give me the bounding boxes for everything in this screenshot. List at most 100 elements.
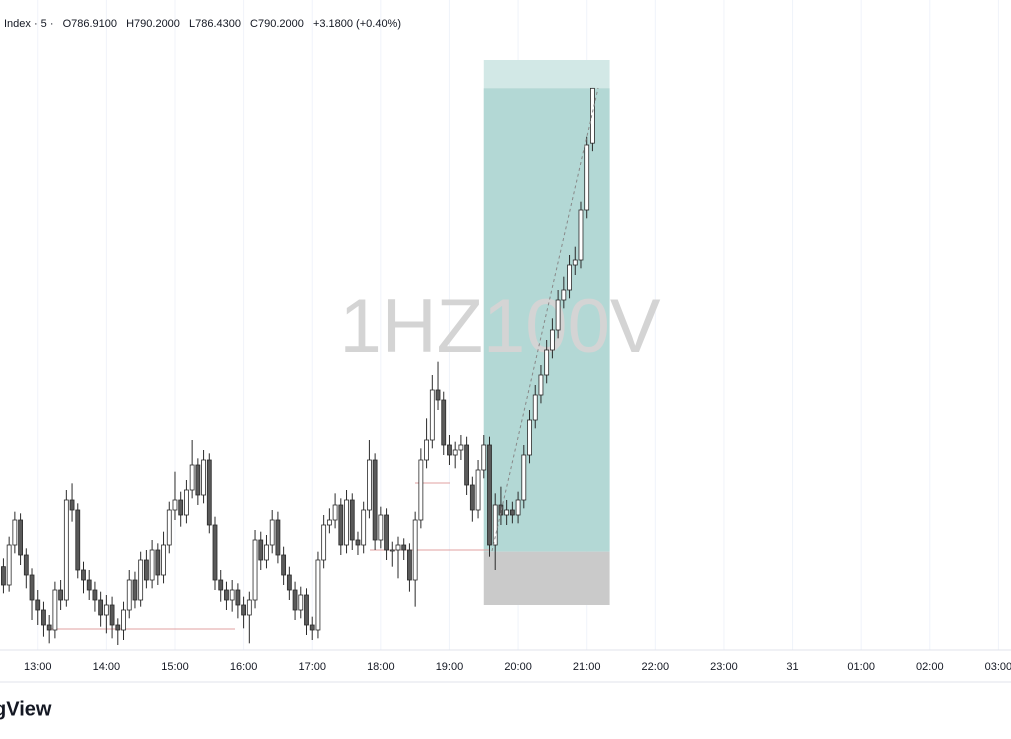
candle-body (86, 579, 92, 591)
candle-body (258, 539, 264, 561)
candle-body (161, 544, 166, 576)
candle-body (269, 519, 275, 546)
candle-body (126, 579, 132, 611)
candle-body (338, 504, 344, 546)
candle-body (201, 459, 206, 496)
candle-body (63, 499, 69, 601)
candle-body (309, 624, 315, 631)
candle-body (509, 509, 515, 516)
candle-body (326, 519, 332, 526)
candle-body (521, 454, 527, 501)
watermark: 1HZ100V (339, 284, 660, 369)
candle-body (481, 444, 487, 471)
candle-body (429, 389, 435, 441)
candle-body (367, 459, 372, 511)
candle-body (138, 559, 144, 601)
x-tick-label: 15:00 (161, 661, 189, 673)
candle-body (229, 589, 235, 601)
candle-body (578, 209, 584, 261)
candle-body (1, 566, 6, 586)
candle-body (132, 579, 138, 601)
candle-body (75, 509, 81, 571)
candle-body (46, 624, 52, 631)
candles (1, 87, 595, 645)
candle-body (206, 459, 212, 526)
candle-body (155, 549, 161, 576)
candle-body (29, 574, 35, 601)
candle-body (561, 289, 567, 301)
candle-body (527, 419, 532, 456)
candle-body (224, 589, 229, 601)
candle-body (246, 599, 252, 616)
candle-body (515, 499, 521, 516)
x-tick-label: 18:00 (367, 661, 395, 673)
header: Index · 5 · O786.9100 H790.2000 L786.430… (4, 18, 401, 30)
candle-body (286, 574, 292, 591)
candle-body (252, 539, 258, 601)
x-tick-label: 19:00 (436, 661, 464, 673)
x-tick-label: 16:00 (230, 661, 258, 673)
x-tick-label: 20:00 (504, 661, 532, 673)
x-tick-label: 21:00 (573, 661, 601, 673)
candle-body (166, 509, 172, 546)
candle-body (81, 569, 86, 581)
candle-body (401, 544, 407, 551)
candle-body (504, 509, 510, 516)
candle-body (264, 544, 269, 561)
x-tick-label: 03:00 (985, 661, 1011, 673)
x-tick-label: 22:00 (642, 661, 670, 673)
candle-body (469, 484, 475, 511)
candle-body (12, 519, 18, 546)
candle-body (115, 624, 121, 631)
candle-body (98, 599, 104, 616)
candle-body (452, 449, 458, 456)
candle-body (372, 459, 378, 541)
header-change: +3.1800 (+0.40%) (313, 18, 401, 30)
candle-body (109, 604, 115, 626)
x-tick-label: 14:00 (93, 661, 121, 673)
candle-body (23, 554, 29, 576)
candle-body (549, 329, 555, 351)
x-tick-label: 13:00 (24, 661, 52, 673)
candle-body (590, 87, 595, 144)
candle-body (572, 259, 578, 266)
candle-body (344, 499, 349, 546)
candle-body (447, 444, 452, 456)
candle-body (275, 519, 281, 556)
candle-body (389, 549, 395, 552)
candle-body (92, 589, 98, 601)
candle-body (218, 579, 224, 591)
candle-body (567, 264, 572, 291)
header-open: O786.9100 (63, 18, 117, 30)
candle-body (298, 594, 304, 611)
candle-body (544, 349, 550, 376)
candle-body (172, 499, 178, 511)
header-high: H790.2000 (126, 18, 180, 30)
candle-body (555, 299, 561, 331)
candle-body (498, 504, 504, 516)
candle-body (532, 394, 538, 421)
candle-body (378, 514, 384, 541)
x-tick-label: 31 (786, 661, 798, 673)
header-low: L786.4300 (189, 18, 241, 30)
candle-body (241, 604, 247, 616)
candle-body (178, 499, 184, 516)
candle-body (18, 519, 23, 556)
candle-body (464, 444, 470, 486)
candle-body (355, 539, 361, 546)
candle-body (69, 499, 75, 511)
x-tick-label: 01:00 (847, 661, 875, 673)
candle-body (584, 144, 590, 211)
candle-body (281, 554, 287, 576)
candle-body (6, 544, 12, 586)
candle-body (143, 559, 149, 581)
candle-body (424, 439, 429, 461)
candle-body (332, 504, 338, 521)
candle-body (103, 604, 109, 616)
candle-body (235, 589, 241, 606)
candle-body (315, 559, 321, 631)
candle-body (412, 519, 418, 581)
candle-body (52, 589, 58, 631)
